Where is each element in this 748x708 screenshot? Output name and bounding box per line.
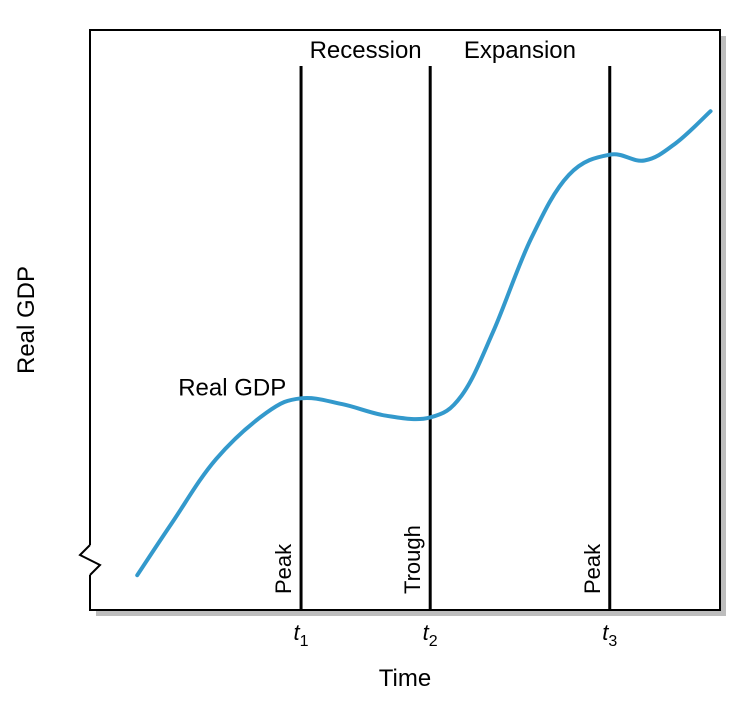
plot-frame [90,30,720,610]
business-cycle-chart: Recession Expansion Peak Trough Peak t1 t2 t3 Ti… [0,0,748,708]
gdp-curve [137,111,710,575]
vline-label: Peak [271,543,296,594]
y-axis-title: Real GDP [13,266,40,374]
x-tick: t2 [423,620,438,650]
phase-label: Recession [310,37,422,64]
x-tick: t1 [294,620,309,650]
phase-label: Expansion [464,37,576,64]
chart-svg: Recession Expansion Peak Trough Peak t1 t2 t3 Ti… [0,0,748,708]
x-axis-title: Time [379,665,431,692]
reference-lines [301,66,610,610]
vline-label: Trough [400,525,425,594]
x-tick: t3 [602,620,617,650]
vline-label: Peak [580,543,605,594]
series-label: Real GDP [178,374,286,401]
labels: Recession Expansion Peak Trough Peak t1 t2 t3 Ti… [13,37,617,692]
